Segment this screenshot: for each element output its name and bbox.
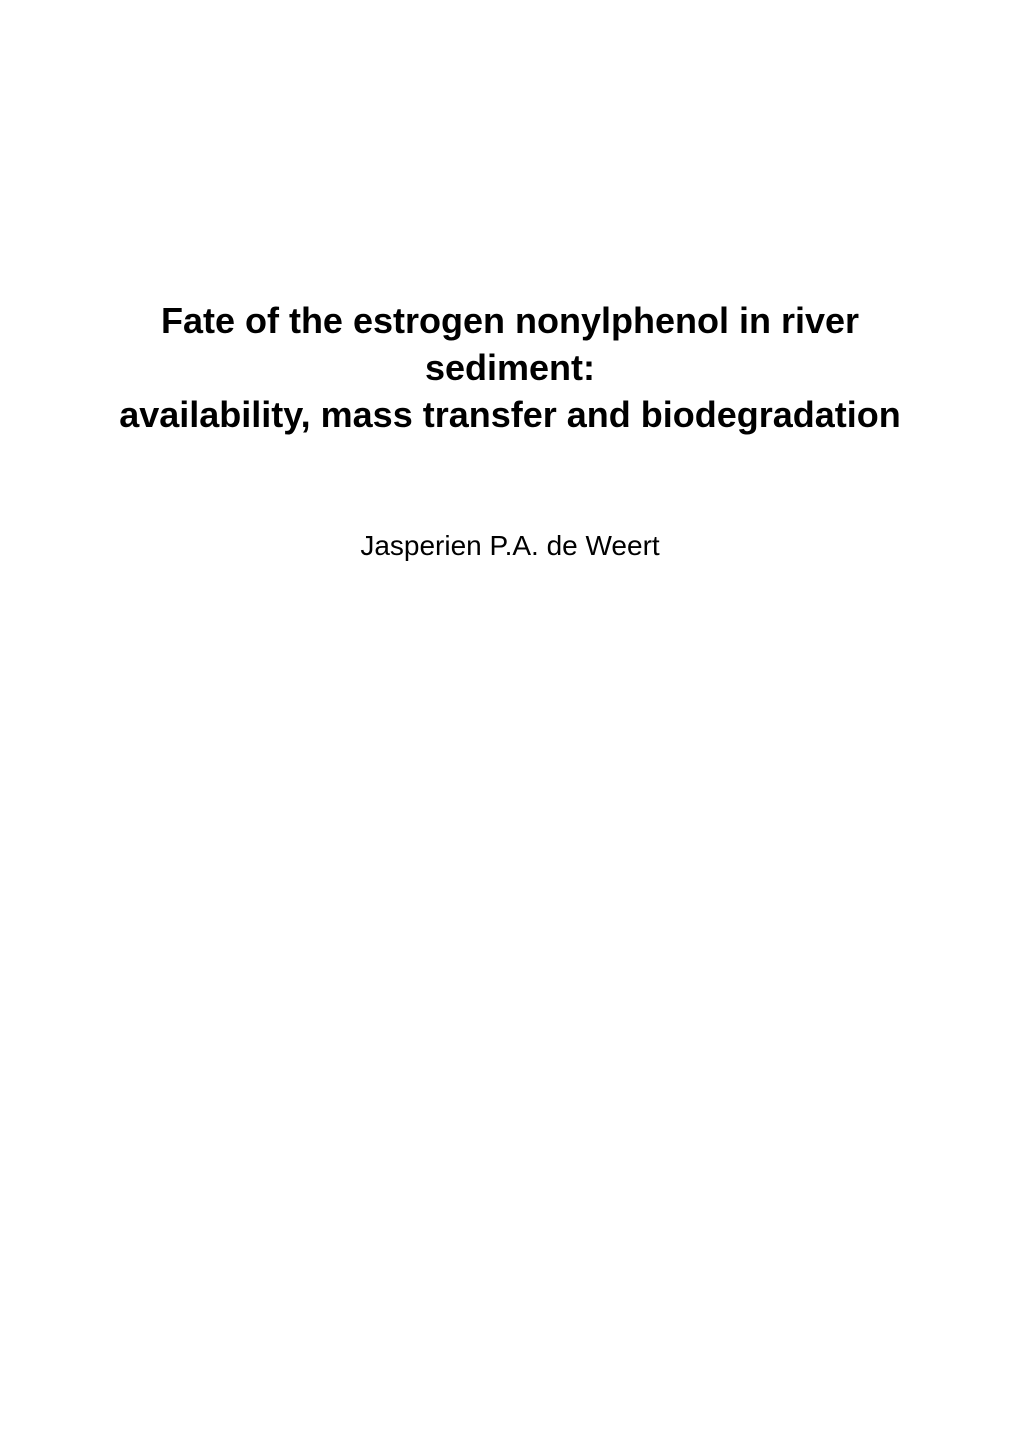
- author-name: Jasperien P.A. de Weert: [90, 530, 930, 562]
- title-line-1: Fate of the estrogen nonylphenol in rive…: [161, 300, 859, 388]
- title-page: Fate of the estrogen nonylphenol in rive…: [0, 0, 1020, 1439]
- thesis-title: Fate of the estrogen nonylphenol in rive…: [90, 298, 930, 438]
- title-line-2: availability, mass transfer and biodegra…: [119, 394, 901, 435]
